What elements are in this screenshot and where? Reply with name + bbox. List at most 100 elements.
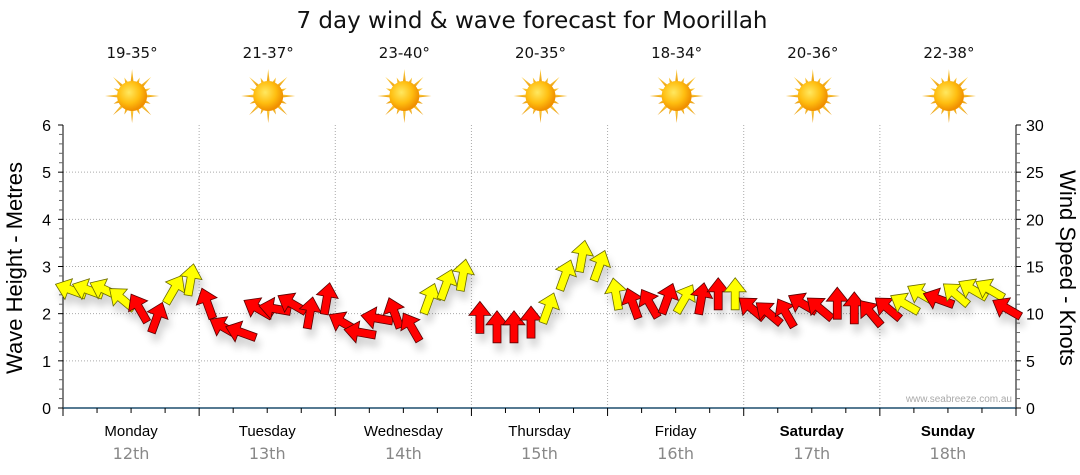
sun-disc bbox=[933, 81, 964, 111]
left-tick-label: 4 bbox=[42, 212, 51, 229]
wind-arrow bbox=[656, 282, 680, 316]
day-date: 16th bbox=[657, 444, 694, 463]
wind-arrow bbox=[162, 274, 186, 306]
temperature-range: 18-34° bbox=[651, 44, 702, 62]
left-tick-label: 3 bbox=[42, 260, 51, 277]
wind-arrow bbox=[975, 278, 1007, 302]
sun-ray bbox=[266, 108, 270, 123]
wind-arrow bbox=[298, 296, 322, 330]
day-name: Friday bbox=[655, 423, 697, 440]
sun-ray bbox=[548, 76, 560, 88]
sun-ray bbox=[105, 94, 120, 98]
wind-arrow bbox=[128, 293, 152, 325]
left-tick-label: 1 bbox=[42, 354, 51, 371]
sun-ray bbox=[929, 76, 941, 88]
wind-arrow bbox=[672, 284, 696, 316]
sun-ray bbox=[276, 104, 288, 116]
credit-text: www.seabreeze.com.au bbox=[905, 394, 1012, 405]
wind-arrow bbox=[755, 302, 784, 327]
sun-ray bbox=[675, 108, 679, 123]
y-axis-label-right: Wind Speed - Knots bbox=[1055, 170, 1080, 366]
sun-icon bbox=[649, 69, 704, 123]
sun-ray bbox=[825, 94, 840, 98]
wind-arrow bbox=[890, 292, 921, 316]
day-date: 18th bbox=[930, 444, 967, 463]
wind-arrow bbox=[360, 306, 394, 330]
left-tick-label: 5 bbox=[42, 165, 51, 182]
sun-ray bbox=[793, 76, 805, 88]
sun-ray bbox=[929, 104, 941, 116]
right-tick-label: 20 bbox=[1026, 212, 1044, 229]
wind-arrow bbox=[922, 287, 956, 310]
sun-ray bbox=[521, 104, 533, 116]
day-date: 15th bbox=[521, 444, 558, 463]
day-name: Tuesday bbox=[239, 423, 296, 440]
sun-ray bbox=[820, 104, 832, 116]
sun-ray bbox=[140, 76, 152, 88]
sun-ray bbox=[412, 104, 424, 116]
right-tick-label: 0 bbox=[1026, 401, 1035, 418]
temperature-range: 21-37° bbox=[243, 44, 294, 62]
sun-ray bbox=[402, 69, 406, 84]
wind-arrow bbox=[570, 239, 595, 274]
wind-arrow bbox=[343, 320, 377, 344]
sun-ray bbox=[144, 94, 160, 98]
wind-arrow bbox=[468, 300, 492, 334]
day-name: Sunday bbox=[921, 423, 976, 440]
sun-ray bbox=[412, 76, 424, 88]
sun-icon bbox=[105, 69, 160, 123]
wind-arrow bbox=[723, 277, 748, 311]
sun-ray bbox=[684, 104, 696, 116]
sun-ray bbox=[675, 69, 679, 84]
wind-arrow bbox=[690, 282, 714, 316]
wind-arrow bbox=[382, 297, 406, 330]
sun-icon bbox=[241, 69, 296, 123]
wind-arrow bbox=[451, 258, 475, 292]
sun-disc bbox=[117, 81, 148, 111]
temperature-range: 20-35° bbox=[515, 44, 566, 62]
sun-ray bbox=[961, 94, 976, 98]
sun-ray bbox=[513, 94, 528, 98]
sun-ray bbox=[553, 94, 568, 98]
wind-arrow bbox=[225, 320, 258, 343]
sun-ray bbox=[657, 76, 669, 88]
day-name: Thursday bbox=[508, 423, 571, 440]
sun-icon bbox=[921, 69, 976, 123]
right-tick-label: 25 bbox=[1026, 165, 1044, 182]
sun-disc bbox=[661, 81, 692, 111]
y-axis-label-left: Wave Height - Metres bbox=[2, 162, 27, 374]
axes: 0 1 2 3 4 5 6 0 5 10 15 20 25 30 bbox=[42, 118, 1044, 418]
wind-arrow bbox=[638, 288, 662, 320]
sun-disc bbox=[525, 81, 556, 111]
sun-ray bbox=[811, 108, 815, 123]
sun-ray bbox=[385, 104, 397, 116]
right-tick-label: 10 bbox=[1026, 307, 1044, 324]
sun-ray bbox=[417, 94, 432, 98]
left-tick-label: 0 bbox=[42, 401, 51, 418]
day-date: 12th bbox=[113, 444, 150, 463]
wind-arrow bbox=[418, 282, 441, 316]
sun-ray bbox=[130, 69, 134, 84]
wind-arrow bbox=[806, 297, 835, 323]
sun-icon bbox=[377, 69, 432, 123]
sun-ray bbox=[649, 94, 664, 98]
sun-icon bbox=[513, 69, 568, 123]
wind-arrow bbox=[400, 312, 424, 344]
sun-ray bbox=[385, 76, 397, 88]
sun-ray bbox=[276, 76, 288, 88]
sun-ray bbox=[548, 104, 560, 116]
day-date: 14th bbox=[385, 444, 422, 463]
sun-ray bbox=[820, 76, 832, 88]
left-tick-label: 6 bbox=[42, 118, 51, 135]
wind-arrow bbox=[554, 259, 577, 292]
sun-ray bbox=[657, 104, 669, 116]
wind-arrow bbox=[435, 268, 458, 302]
wind-arrow bbox=[258, 296, 292, 321]
wind-arrow bbox=[588, 249, 612, 283]
sun-disc bbox=[797, 81, 828, 111]
wind-arrow bbox=[146, 301, 169, 335]
gridlines bbox=[63, 125, 1016, 408]
sun-ray bbox=[130, 108, 134, 123]
sun-ray bbox=[947, 108, 951, 123]
